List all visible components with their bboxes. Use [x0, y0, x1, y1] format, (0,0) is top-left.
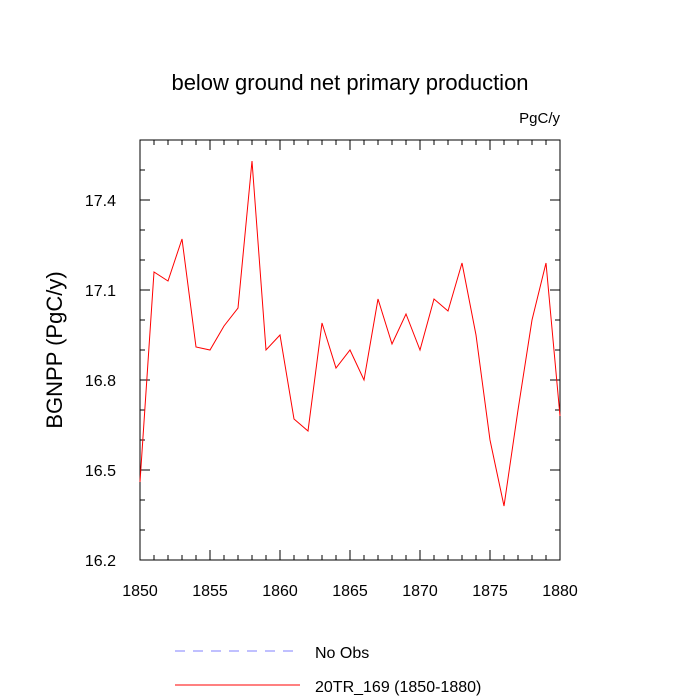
series-layer — [139, 160, 561, 507]
series-line-0 — [139, 160, 561, 507]
x-tick-label: 1850 — [122, 583, 158, 600]
y-tick-label: 16.5 — [85, 463, 116, 480]
y-axis: 16.2 16.5 16.8 17.1 17.4 — [85, 139, 560, 570]
y-axis-label: BGNPP (PgC/y) — [42, 271, 67, 428]
x-axis: 1850 1855 1860 1865 1870 1875 1880 — [122, 140, 578, 600]
y-tick-label: 16.8 — [85, 373, 116, 390]
x-tick-label: 1875 — [472, 583, 508, 600]
x-tick-label: 1860 — [262, 583, 298, 600]
x-tick-label: 1865 — [332, 583, 368, 600]
legend-label-20tr-169: 20TR_169 (1850-1880) — [315, 679, 481, 696]
y-tick-label: 17.4 — [85, 193, 116, 210]
units-label: PgC/y — [519, 110, 560, 127]
y-tick-label: 16.2 — [85, 553, 116, 570]
x-tick-label: 1870 — [402, 583, 438, 600]
y-tick-label: 17.1 — [85, 283, 116, 300]
x-tick-label: 1855 — [192, 583, 228, 600]
chart-title: below ground net primary production — [171, 70, 528, 95]
legend-label-no-obs: No Obs — [315, 645, 369, 662]
x-tick-label: 1880 — [542, 583, 578, 600]
legend: No Obs 20TR_169 (1850-1880) — [175, 645, 481, 696]
